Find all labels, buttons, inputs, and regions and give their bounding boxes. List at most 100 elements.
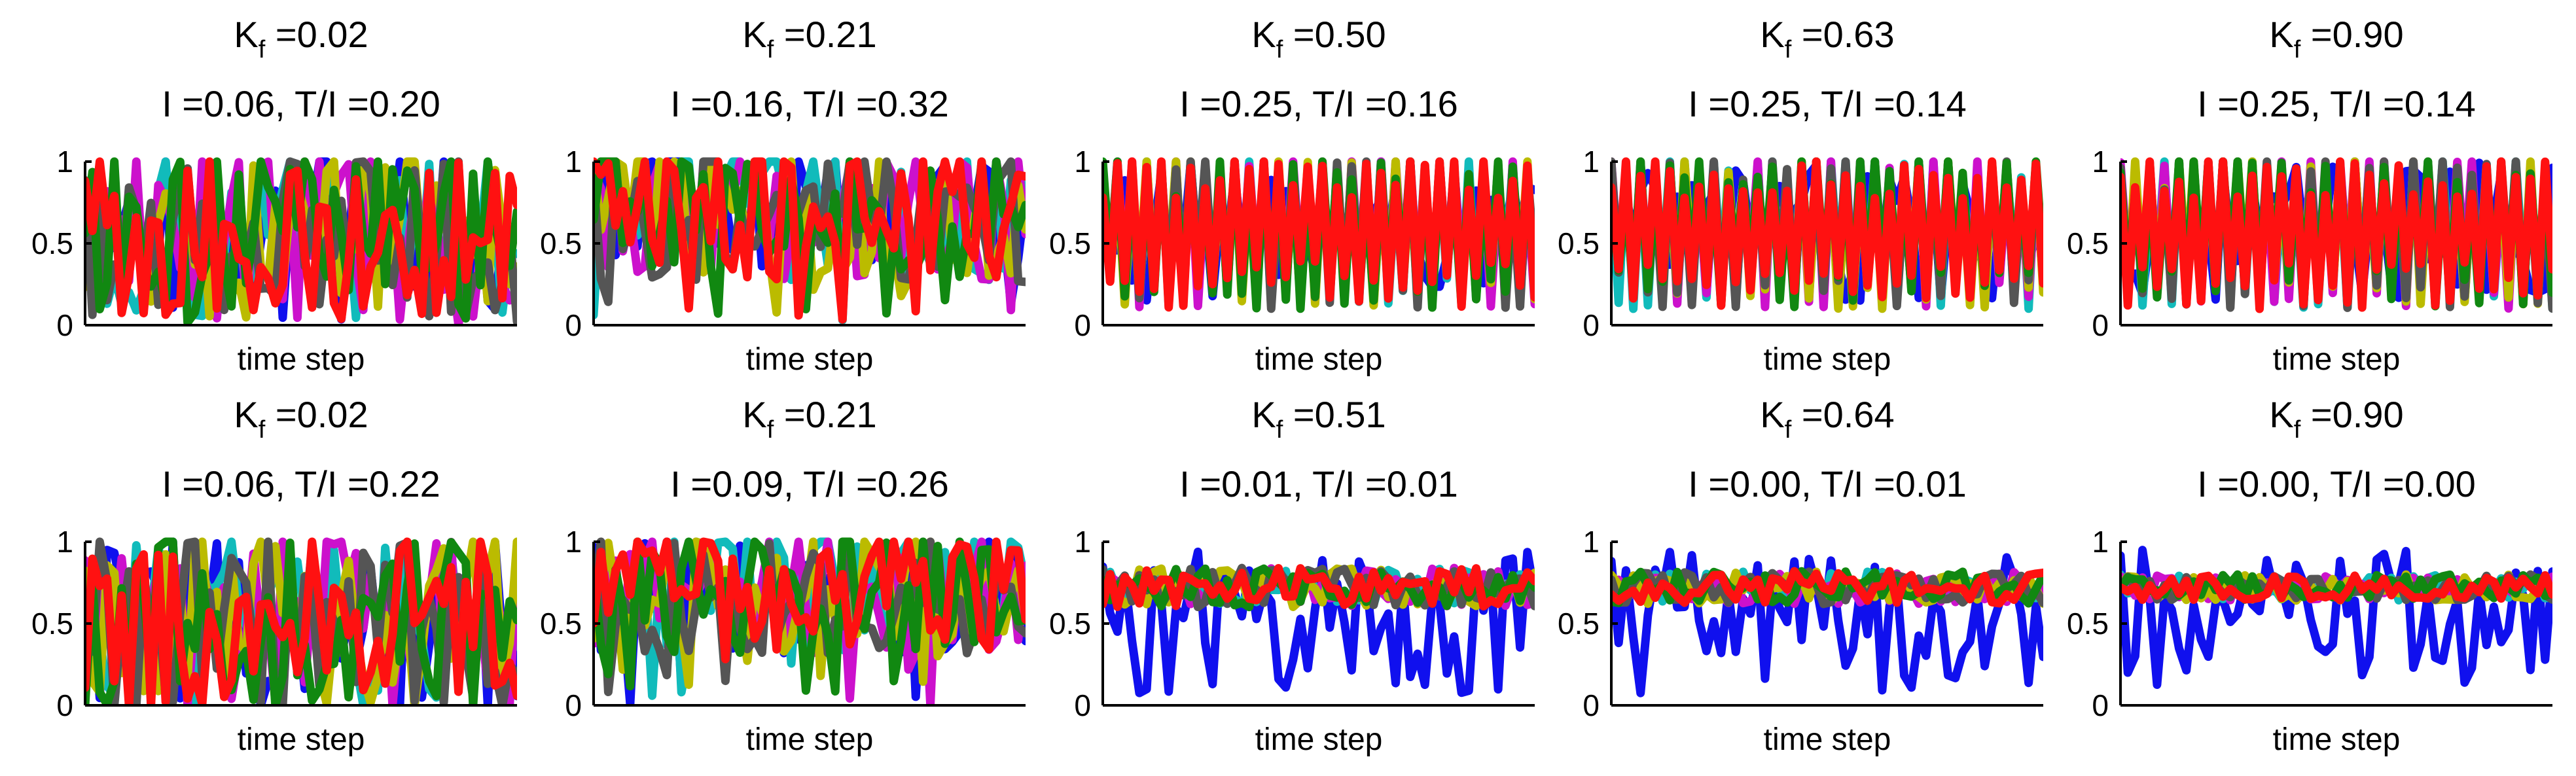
y-tick-label: 0.5	[540, 607, 582, 641]
panel-stats-title: I =0.00, T/I =0.00	[2197, 463, 2476, 504]
y-tick-label: 0.5	[1558, 226, 1600, 260]
y-tick-label: 0	[565, 688, 582, 722]
series-red	[1611, 157, 2043, 310]
kf-value: =0.51	[1283, 394, 1386, 435]
y-tick-label: 0	[1074, 308, 1091, 342]
panel-kf-title: Kf =0.50	[1251, 14, 1386, 63]
panel-stats-title: I =0.25, T/I =0.14	[2197, 83, 2476, 124]
kf-symbol: K	[2269, 394, 2293, 435]
plot-area	[1103, 547, 1535, 697]
x-axis-label: time step	[746, 342, 874, 377]
panel-stats-title: I =0.16, T/I =0.32	[670, 83, 949, 124]
y-tick-label: 1	[1583, 145, 1600, 179]
kf-symbol: K	[234, 394, 258, 435]
kf-symbol: K	[1760, 394, 1784, 435]
y-tick-label: 0	[2092, 688, 2109, 722]
x-axis-label: time step	[1255, 722, 1383, 757]
x-axis-label: time step	[746, 722, 874, 757]
plot-area	[2120, 546, 2552, 689]
panel-9: Kf =0.64 I =0.00, T/I =0.01 0 0.5 1 time step	[1558, 394, 2043, 757]
panel-kf-title: Kf =0.90	[2269, 394, 2403, 444]
panel-kf-title: Kf =0.02	[234, 14, 368, 63]
plot-area	[1103, 157, 1535, 313]
plot-area	[2120, 157, 2552, 313]
x-axis-label: time step	[238, 342, 365, 377]
y-tick-label: 1	[56, 145, 73, 179]
y-tick-label: 0.5	[2067, 226, 2109, 260]
kf-value: =0.02	[265, 14, 368, 55]
series-red	[1103, 157, 1535, 312]
series-red	[1103, 564, 1535, 611]
panel-kf-title: Kf =0.02	[234, 394, 368, 444]
panel-7: Kf =0.21 I =0.09, T/I =0.26 0 0.5 1 time step	[540, 394, 1026, 757]
panel-kf-title: Kf =0.21	[742, 394, 876, 444]
series-green	[594, 537, 1026, 696]
panel-8: Kf =0.51 I =0.01, T/I =0.01 0 0.5 1 time step	[1049, 394, 1535, 757]
panel-kf-title: Kf =0.21	[742, 14, 876, 63]
y-tick-label: 0	[2092, 308, 2109, 342]
x-axis-label: time step	[2273, 722, 2401, 757]
kf-value: =0.21	[774, 394, 876, 435]
kf-value: =0.64	[1791, 394, 1894, 435]
panel-kf-title: Kf =0.90	[2269, 14, 2403, 63]
panel-5: Kf =0.90 I =0.25, T/I =0.14 0 0.5 1 time step	[2067, 14, 2552, 377]
series-red	[1611, 567, 2043, 608]
y-tick-label: 0.5	[540, 226, 582, 260]
kf-subscript: f	[1785, 416, 1792, 444]
panel-stats-title: I =0.09, T/I =0.26	[670, 463, 949, 504]
series-blue	[2120, 546, 2552, 689]
kf-subscript: f	[1276, 416, 1283, 444]
kf-subscript: f	[767, 36, 774, 63]
x-axis-label: time step	[1764, 342, 1891, 377]
kf-subscript: f	[2294, 416, 2301, 444]
y-tick-label: 0.5	[31, 607, 73, 641]
kf-symbol: K	[2269, 14, 2293, 55]
y-tick-label: 1	[2092, 145, 2109, 179]
y-tick-label: 0	[1583, 308, 1600, 342]
panel-stats-title: I =0.06, T/I =0.20	[162, 83, 440, 124]
y-tick-label: 0	[1583, 688, 1600, 722]
series-red	[2120, 157, 2552, 313]
kf-symbol: K	[1760, 14, 1784, 55]
panel-4: Kf =0.63 I =0.25, T/I =0.14 0 0.5 1 time step	[1558, 14, 2043, 377]
plot-area	[594, 157, 1026, 325]
kf-subscript: f	[1276, 36, 1283, 63]
kf-symbol: K	[742, 14, 766, 55]
y-tick-label: 0	[565, 308, 582, 342]
kf-value: =0.21	[774, 14, 876, 55]
series-red	[594, 157, 1026, 324]
kf-value: =0.90	[2300, 14, 2403, 55]
kf-symbol: K	[1251, 394, 1276, 435]
kf-symbol: K	[1251, 14, 1276, 55]
panel-kf-title: Kf =0.51	[1251, 394, 1386, 444]
panel-stats-title: I =0.25, T/I =0.16	[1179, 83, 1458, 124]
series-red	[85, 157, 517, 323]
panel-stats-title: I =0.06, T/I =0.22	[162, 463, 440, 504]
panel-stats-title: I =0.00, T/I =0.01	[1688, 463, 1967, 504]
kf-subscript: f	[1785, 36, 1792, 63]
y-tick-label: 1	[565, 145, 582, 179]
x-axis-label: time step	[1764, 722, 1891, 757]
y-tick-label: 1	[2092, 525, 2109, 559]
x-axis-label: time step	[2273, 342, 2401, 377]
y-tick-label: 0	[1074, 688, 1091, 722]
panel-3: Kf =0.50 I =0.25, T/I =0.16 0 0.5 1 time step	[1049, 14, 1535, 377]
x-axis-label: time step	[238, 722, 365, 757]
panel-1: Kf =0.02 I =0.06, T/I =0.20 0 0.5 1 time step	[31, 14, 517, 377]
panel-6: Kf =0.02 I =0.06, T/I =0.22 0 0.5 1 time step	[31, 394, 517, 757]
kf-value: =0.02	[265, 394, 368, 435]
plot-area	[1611, 157, 2043, 313]
panel-stats-title: I =0.01, T/I =0.01	[1179, 463, 1458, 504]
panel-stats-title: I =0.25, T/I =0.14	[1688, 83, 1967, 124]
kf-value: =0.50	[1283, 14, 1386, 55]
plot-area	[594, 537, 1026, 705]
panel-2: Kf =0.21 I =0.16, T/I =0.32 0 0.5 1 time step	[540, 14, 1026, 377]
y-tick-label: 0	[56, 308, 73, 342]
kf-value: =0.90	[2300, 394, 2403, 435]
y-tick-label: 1	[565, 525, 582, 559]
panel-kf-title: Kf =0.63	[1760, 14, 1894, 63]
y-tick-label: 1	[1583, 525, 1600, 559]
series-red	[85, 537, 517, 705]
y-tick-label: 0	[56, 688, 73, 722]
y-tick-label: 0.5	[1558, 607, 1600, 641]
